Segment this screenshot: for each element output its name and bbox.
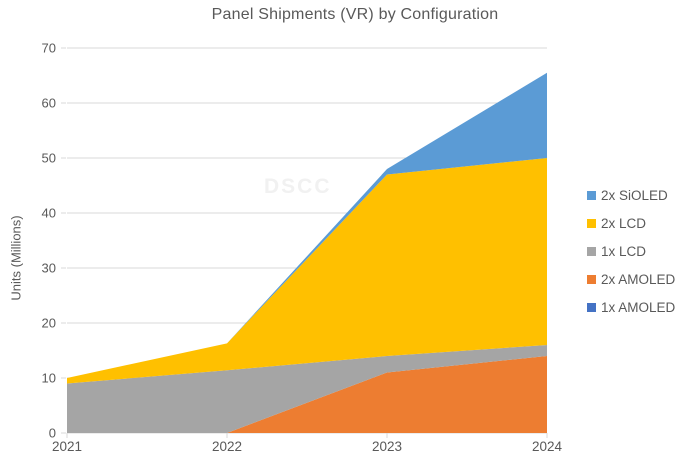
legend-label: 1x AMOLED — [601, 299, 676, 315]
area-2x-lcd — [67, 158, 547, 384]
legend-label: 2x AMOLED — [601, 271, 676, 287]
chart-title: Panel Shipments (VR) by Configuration — [211, 6, 499, 23]
legend-item-2x-sioled: 2x SiOLED — [587, 181, 675, 209]
legend-item-1x-lcd: 1x LCD — [587, 237, 675, 265]
legend-swatch — [587, 246, 596, 256]
y-tick-label: 50 — [42, 151, 56, 166]
y-tick-label: 40 — [42, 206, 56, 221]
y-tick-label: 10 — [42, 371, 56, 386]
watermark: DSCC — [264, 175, 332, 198]
area-1x-lcd — [67, 345, 547, 433]
area-2x-amoled — [67, 356, 547, 433]
x-tick-label: 2024 — [532, 439, 563, 454]
legend-swatch — [587, 302, 596, 312]
legend-item-2x-lcd: 2x LCD — [587, 209, 675, 237]
legend-swatch — [587, 274, 596, 284]
area-2x-sioled — [67, 72, 547, 378]
legend-label: 2x LCD — [601, 215, 647, 231]
y-tick-label: 0 — [49, 426, 56, 441]
x-tick-label: 2021 — [52, 439, 82, 454]
legend-item-2x-amoled: 2x AMOLED — [587, 265, 675, 293]
legend-swatch — [587, 190, 596, 200]
chart-legend: 2x SiOLED 2x LCD 1x LCD 2x AMOLED 1x AMOLED — [587, 181, 675, 321]
legend-label: 1x LCD — [601, 243, 647, 259]
legend-item-1x-amoled: 1x AMOLED — [587, 293, 675, 321]
y-tick-label: 70 — [42, 41, 56, 56]
x-tick-label: 2023 — [372, 439, 402, 454]
x-tick-label: 2022 — [212, 439, 242, 454]
y-tick-label: 60 — [42, 96, 56, 111]
y-tick-label: 20 — [42, 316, 56, 331]
y-tick-label: 30 — [42, 261, 56, 276]
legend-swatch — [587, 218, 596, 228]
legend-label: 2x SiOLED — [601, 187, 668, 203]
